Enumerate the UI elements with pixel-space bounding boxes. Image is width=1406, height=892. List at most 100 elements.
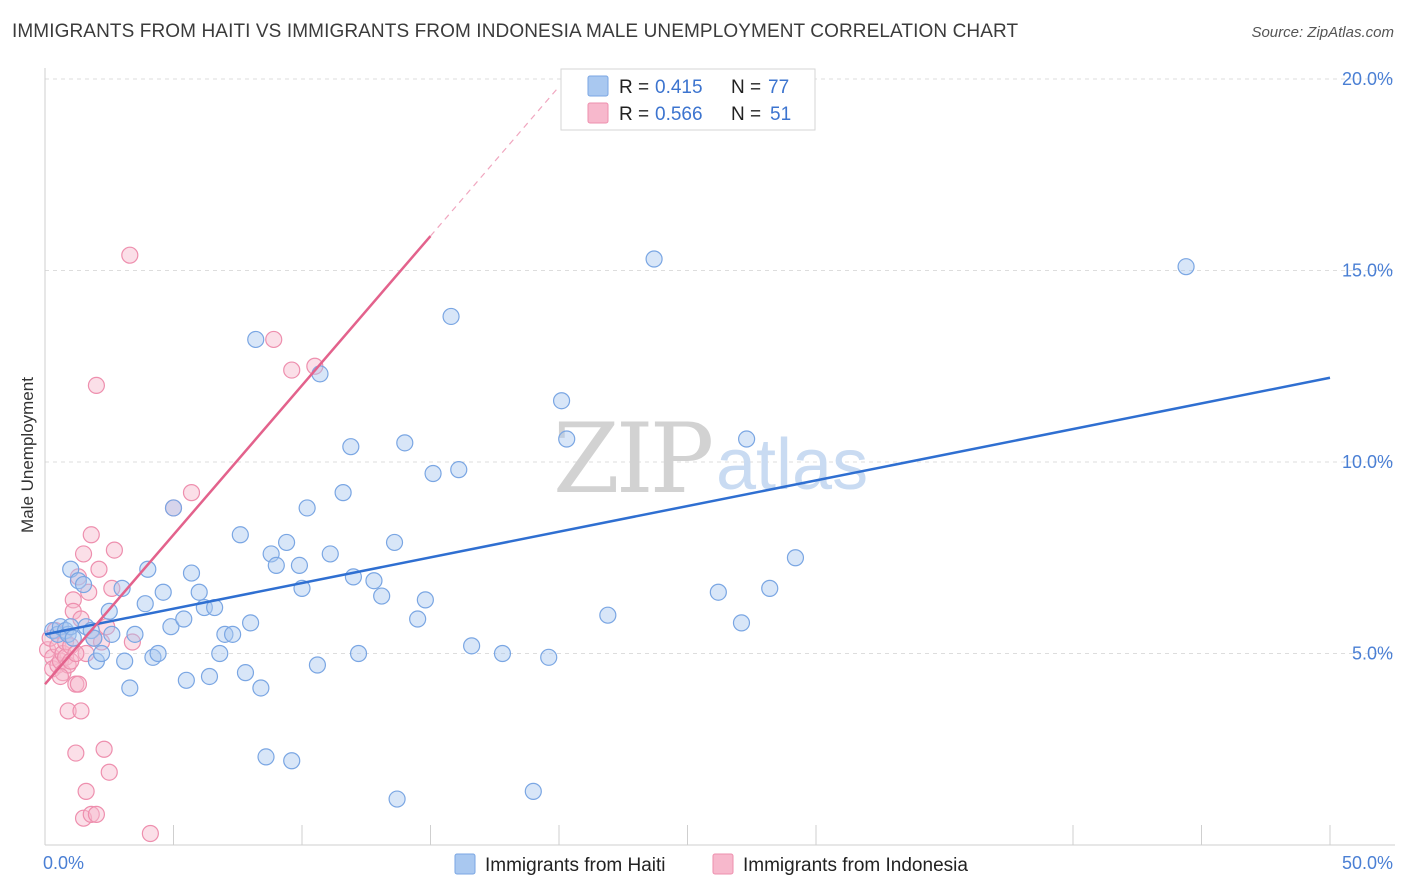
haiti-point-43	[257, 748, 275, 766]
indonesia-point-20	[69, 675, 88, 693]
haiti-point-76	[709, 583, 727, 601]
haiti-point-25	[154, 583, 172, 601]
haiti-point-9	[74, 575, 93, 594]
haiti-point-40	[242, 614, 260, 632]
indonesia-points	[38, 246, 324, 843]
haiti-point-35	[211, 644, 229, 663]
legend-r-label-haiti: R =	[619, 77, 649, 98]
x-tick-label-1: 50.0%	[1342, 853, 1393, 873]
haiti-point-21	[136, 595, 154, 613]
haiti-point-80	[786, 549, 805, 567]
watermark-atlas: atlas	[716, 425, 868, 505]
haiti-point-52	[311, 365, 329, 383]
axes	[44, 68, 1395, 846]
y-tick-label-0: 5.0%	[1352, 644, 1393, 664]
haiti-point-66	[442, 307, 460, 326]
haiti-point-54	[334, 484, 352, 502]
haiti-point-31	[190, 583, 208, 601]
haiti-point-28	[175, 610, 193, 628]
haiti-point-30	[182, 564, 201, 582]
haiti-point-71	[540, 648, 558, 666]
source-label: Source: ZipAtlas.com	[1251, 24, 1394, 41]
haiti-point-55	[342, 438, 360, 456]
haiti-point-64	[416, 591, 434, 609]
haiti-point-74	[599, 606, 617, 624]
y-tick-label-1: 10.0%	[1342, 452, 1393, 472]
indonesia-point-13	[59, 702, 77, 720]
haiti-point-41	[247, 330, 265, 349]
haiti-point-69	[493, 644, 512, 663]
indonesia-point-19	[67, 744, 85, 762]
indonesia-point-23	[72, 702, 90, 720]
trend-lines	[44, 86, 1331, 685]
legend-swatch-indonesia	[587, 102, 609, 124]
haiti-point-73	[558, 430, 576, 448]
bottom-legend-label-haiti: Immigrants from Haiti	[485, 855, 666, 876]
haiti-point-70	[524, 782, 542, 800]
legend-swatch-haiti	[587, 75, 609, 97]
indonesia-point-30	[82, 805, 100, 823]
watermark-zip: ZIP	[553, 403, 712, 515]
haiti-point-62	[396, 434, 414, 452]
tick-labels: 5.0% 10.0% 15.0% 20.0% 0.0% 50.0%	[43, 69, 1393, 873]
indonesia-point-35	[95, 740, 113, 758]
indonesia-point-37	[100, 763, 118, 781]
haiti-point-19	[121, 679, 139, 697]
indonesia-point-50	[87, 805, 106, 823]
haiti-point-46	[277, 533, 296, 552]
indonesia-point-46	[283, 361, 301, 379]
haiti-point-6	[64, 629, 82, 647]
haiti-point-57	[349, 644, 368, 663]
haiti-point-50	[298, 499, 316, 517]
bottom-legend-swatch-haiti	[454, 853, 476, 875]
haiti-point-79	[761, 579, 779, 597]
indonesia-point-42	[141, 824, 159, 843]
haiti-point-42	[252, 679, 270, 697]
legend-r-label-indonesia: R =	[619, 104, 649, 125]
x-tick-label-0: 0.0%	[43, 853, 84, 873]
haiti-point-48	[290, 556, 309, 575]
y-tick-label-2: 15.0%	[1342, 261, 1393, 281]
haiti-point-59	[373, 587, 391, 605]
indonesia-point-39	[105, 541, 123, 559]
haiti-point-67	[450, 461, 468, 479]
indonesia-point-44	[182, 484, 201, 502]
legend-box: R = 0.415 N = 77 R = 0.566 N = 51	[560, 68, 816, 131]
haiti-point-24	[149, 644, 167, 663]
watermark: ZIP atlas	[553, 403, 868, 515]
bottom-legend-label-indonesia: Immigrants from Indonesia	[743, 855, 968, 876]
indonesia-point-40	[121, 246, 139, 264]
haiti-point-27	[164, 499, 183, 517]
haiti-point-75	[645, 250, 663, 268]
haiti-point-58	[365, 572, 383, 590]
y-tick-label-3: 20.0%	[1342, 69, 1393, 89]
haiti-point-14	[92, 644, 111, 663]
haiti-point-45	[267, 556, 285, 575]
haiti-point-77	[732, 614, 751, 632]
haiti-point-81	[1177, 258, 1195, 276]
indonesia-point-24	[74, 545, 93, 563]
haiti-points	[44, 250, 1195, 808]
indonesia-point-45	[265, 330, 283, 349]
haiti-point-65	[424, 464, 442, 483]
indonesia-point-27	[77, 782, 95, 800]
bottom-legend-swatch-indonesia	[712, 853, 734, 875]
legend-n-label-haiti: N =	[731, 77, 761, 98]
legend-n-value-indonesia: 51	[770, 104, 791, 125]
haiti-point-68	[463, 637, 481, 655]
haiti-point-51	[308, 656, 327, 674]
haiti-point-78	[738, 430, 756, 448]
grid-lines	[45, 78, 1395, 654]
indonesia-point-32	[87, 376, 106, 394]
haiti-point-39	[236, 664, 255, 682]
haiti-point-33	[200, 667, 219, 686]
haiti-point-63	[409, 610, 427, 628]
chart-title: IMMIGRANTS FROM HAITI VS IMMIGRANTS FROM…	[12, 21, 1019, 42]
haiti-point-26	[162, 618, 180, 636]
legend-r-value-haiti: 0.415	[655, 77, 703, 98]
haiti-point-38	[231, 526, 249, 544]
haiti-point-20	[126, 625, 144, 643]
legend-n-value-haiti: 77	[768, 77, 789, 98]
indonesia-point-33	[90, 560, 108, 578]
